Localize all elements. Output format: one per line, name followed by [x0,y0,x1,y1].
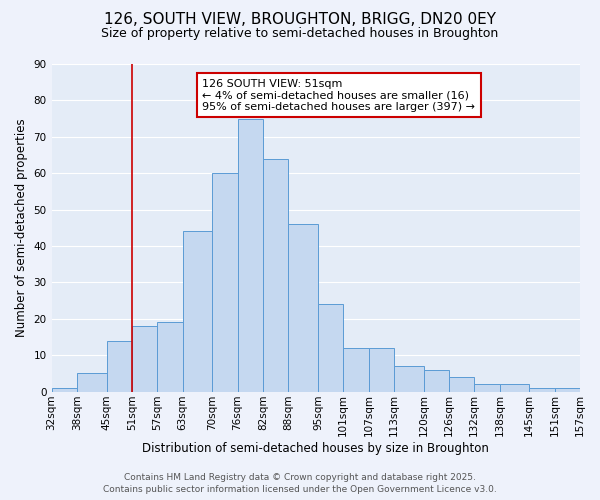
Bar [182,232,212,392]
Bar [368,348,394,392]
Text: 126 SOUTH VIEW: 51sqm
← 4% of semi-detached houses are smaller (16)
95% of semi-: 126 SOUTH VIEW: 51sqm ← 4% of semi-detac… [202,78,475,112]
Bar [529,388,554,392]
Bar [475,384,500,392]
Text: Size of property relative to semi-detached houses in Broughton: Size of property relative to semi-detach… [101,28,499,40]
Bar [343,348,368,392]
X-axis label: Distribution of semi-detached houses by size in Broughton: Distribution of semi-detached houses by … [142,442,489,455]
Bar [424,370,449,392]
Bar [212,173,238,392]
Bar [132,326,157,392]
Bar [500,384,529,392]
Text: 126, SOUTH VIEW, BROUGHTON, BRIGG, DN20 0EY: 126, SOUTH VIEW, BROUGHTON, BRIGG, DN20 … [104,12,496,28]
Bar [288,224,318,392]
Bar [318,304,343,392]
Bar [157,322,182,392]
Text: Contains HM Land Registry data © Crown copyright and database right 2025.
Contai: Contains HM Land Registry data © Crown c… [103,472,497,494]
Bar [394,366,424,392]
Bar [449,377,475,392]
Bar [107,340,132,392]
Bar [554,388,580,392]
Bar [52,388,77,392]
Bar [77,374,107,392]
Y-axis label: Number of semi-detached properties: Number of semi-detached properties [15,118,28,337]
Bar [238,118,263,392]
Bar [263,158,288,392]
